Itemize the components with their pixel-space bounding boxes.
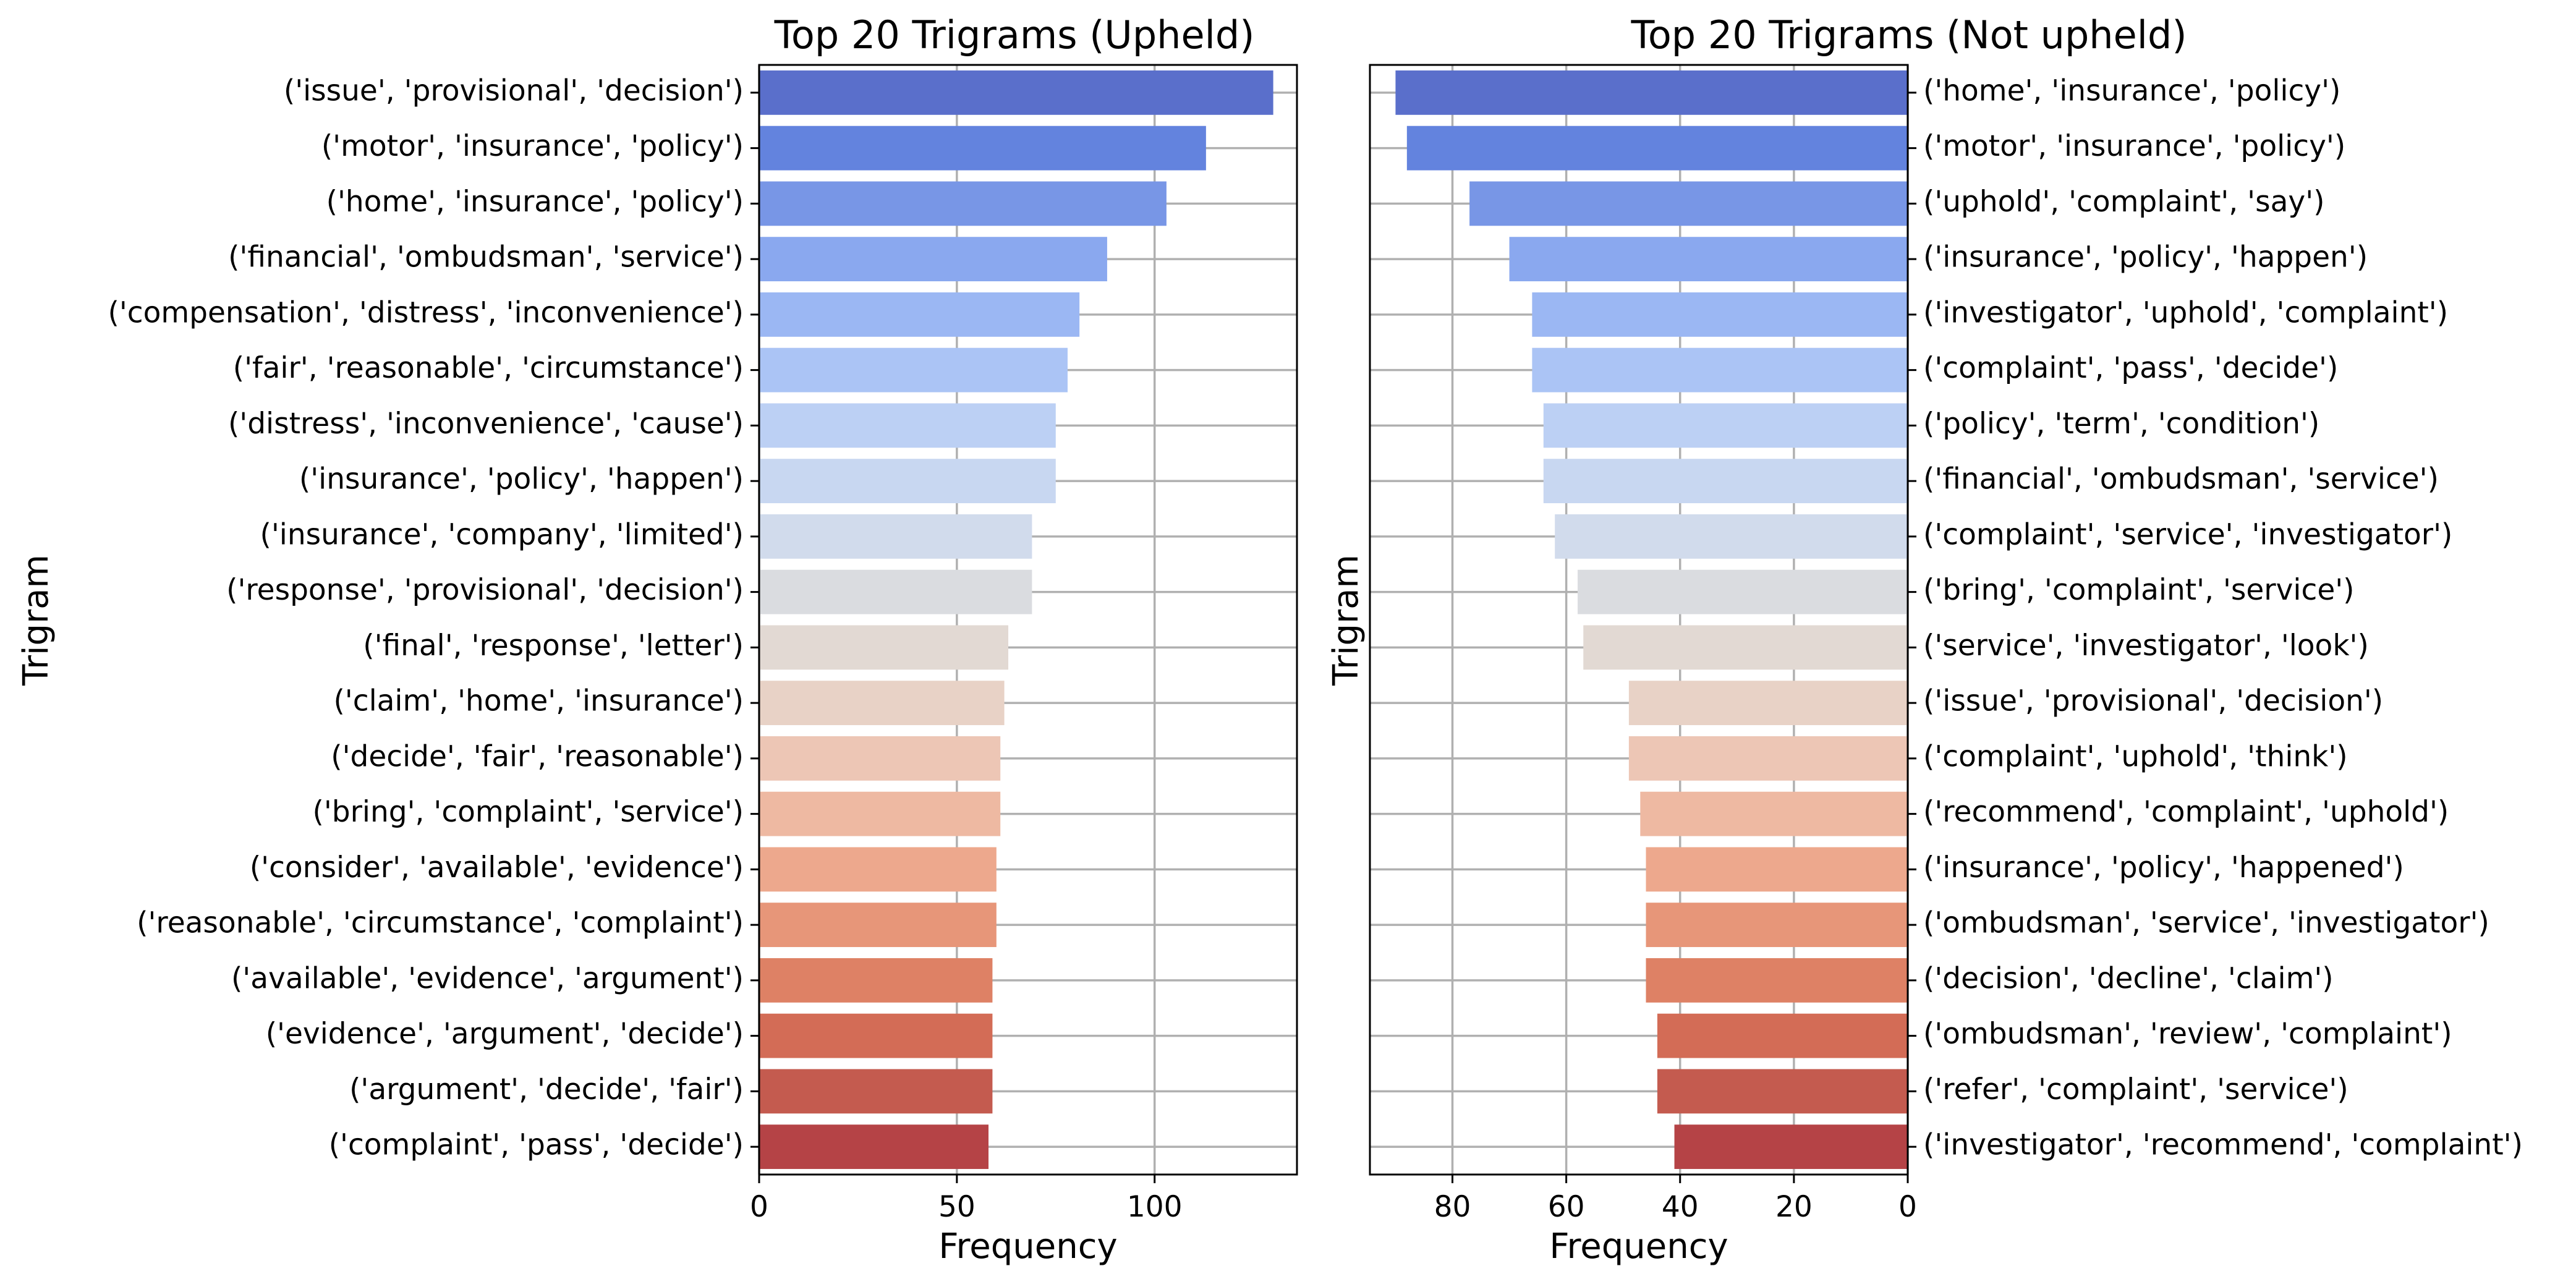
- category-label: ('recommend', 'complaint', 'uphold'): [1923, 795, 2449, 829]
- category-label: ('uphold', 'complaint', 'say'): [1923, 185, 2324, 219]
- category-label: ('consider', 'available', 'evidence'): [250, 851, 744, 885]
- category-label: ('complaint', 'uphold', 'think'): [1923, 739, 2348, 773]
- category-label: ('complaint', 'pass', 'decide'): [329, 1128, 744, 1162]
- category-label: ('argument', 'decide', 'fair'): [349, 1073, 744, 1107]
- category-label: ('compensation', 'distress', 'inconvenie…: [108, 295, 744, 329]
- category-label: ('home', 'insurance', 'policy'): [1923, 74, 2340, 108]
- bar: [759, 125, 1206, 171]
- category-label: ('reasonable', 'circumstance', 'complain…: [137, 906, 744, 940]
- category-label: ('financial', 'ombudsman', 'service'): [228, 240, 744, 274]
- bar: [759, 70, 1273, 115]
- category-label: ('response', 'provisional', 'decision'): [226, 573, 744, 607]
- bar: [1646, 847, 1908, 892]
- bar: [759, 347, 1068, 393]
- bar: [759, 958, 993, 1003]
- y-axis-label: Trigram: [16, 555, 56, 686]
- category-label: ('ombudsman', 'service', 'investigator'): [1923, 906, 2489, 940]
- bar: [759, 403, 1056, 448]
- bar: [1543, 403, 1908, 448]
- category-label: ('claim', 'home', 'insurance'): [333, 684, 744, 718]
- category-label: ('decide', 'fair', 'reasonable'): [331, 739, 744, 773]
- plot-frame: [758, 64, 1298, 1176]
- x-tick-label: 60: [1548, 1190, 1585, 1224]
- category-label: ('insurance', 'company', 'limited'): [260, 517, 744, 551]
- x-tick-label: 100: [1127, 1190, 1183, 1224]
- bar: [759, 1069, 993, 1114]
- category-label: ('motor', 'insurance', 'policy'): [321, 129, 744, 163]
- category-label: ('investigator', 'uphold', 'complaint'): [1923, 295, 2448, 329]
- bar: [1406, 125, 1908, 171]
- category-label: ('bring', 'complaint', 'service'): [1923, 573, 2355, 607]
- bar: [759, 736, 1001, 781]
- bar: [1543, 459, 1908, 504]
- bar: [759, 292, 1080, 337]
- chart-title: Top 20 Trigrams (Not upheld): [1630, 12, 2187, 57]
- category-label: ('bring', 'complaint', 'service'): [313, 795, 744, 829]
- bar: [759, 514, 1032, 559]
- bar: [1509, 237, 1908, 282]
- category-label: ('issue', 'provisional', 'decision'): [1923, 684, 2383, 718]
- category-label: ('complaint', 'pass', 'decide'): [1923, 351, 2338, 385]
- x-tick-label: 80: [1434, 1190, 1471, 1224]
- category-label: ('insurance', 'policy', 'happened'): [1923, 851, 2404, 885]
- category-label: ('motor', 'insurance', 'policy'): [1923, 129, 2345, 163]
- x-tick-label: 0: [1898, 1190, 1917, 1224]
- bar: [1555, 514, 1908, 559]
- bar: [759, 237, 1107, 282]
- category-label: ('insurance', 'policy', 'happen'): [299, 462, 744, 496]
- category-label: ('evidence', 'argument', 'decide'): [266, 1017, 744, 1051]
- bar: [759, 791, 1001, 836]
- category-label: ('service', 'investigator', 'look'): [1923, 629, 2369, 663]
- plot-frame: [1369, 64, 1909, 1176]
- bar: [759, 625, 1009, 670]
- bar: [1674, 1124, 1908, 1170]
- x-tick-label: 20: [1775, 1190, 1813, 1224]
- bar: [1469, 181, 1908, 226]
- category-label: ('investigator', 'recommend', 'complaint…: [1923, 1128, 2523, 1162]
- bar: [759, 847, 997, 892]
- bar: [1628, 736, 1908, 781]
- chart-title: Top 20 Trigrams (Upheld): [774, 12, 1255, 57]
- x-tick-label: 0: [750, 1190, 768, 1224]
- category-label: ('fair', 'reasonable', 'circumstance'): [233, 351, 744, 385]
- category-label: ('refer', 'complaint', 'service'): [1923, 1073, 2349, 1107]
- chart-not-upheld: Top 20 Trigrams (Not upheld) ('home', 'i…: [1326, 12, 2523, 1267]
- category-label: ('financial', 'ombudsman', 'service'): [1923, 462, 2439, 496]
- category-label: ('home', 'insurance', 'policy'): [326, 185, 744, 219]
- x-axis-label: Frequency: [1549, 1226, 1728, 1267]
- category-label: ('available', 'evidence', 'argument'): [231, 961, 744, 995]
- bar: [1532, 292, 1908, 337]
- bar: [759, 681, 1005, 726]
- bar: [759, 181, 1167, 226]
- bar: [1628, 681, 1908, 726]
- category-label: ('ombudsman', 'review', 'complaint'): [1923, 1017, 2452, 1051]
- bar: [1646, 903, 1908, 948]
- category-label: ('insurance', 'policy', 'happen'): [1923, 240, 2368, 274]
- category-label: ('policy', 'term', 'condition'): [1923, 407, 2319, 441]
- bar: [1395, 70, 1908, 115]
- category-label: ('complaint', 'service', 'investigator'): [1923, 517, 2452, 551]
- bar: [1640, 791, 1908, 836]
- x-tick-label: 50: [938, 1190, 976, 1224]
- bar: [759, 903, 997, 948]
- bar: [1646, 958, 1908, 1003]
- bar: [759, 459, 1056, 504]
- bar: [759, 1013, 993, 1058]
- category-label: ('decision', 'decline', 'claim'): [1923, 961, 2334, 995]
- x-axis-label: Frequency: [938, 1226, 1117, 1267]
- bar: [1532, 347, 1908, 393]
- category-label: ('final', 'response', 'letter'): [363, 629, 744, 663]
- x-tick-label: 40: [1662, 1190, 1699, 1224]
- chart-upheld: Top 20 Trigrams (Upheld) ('issue', 'prov…: [16, 12, 1298, 1267]
- bar: [759, 569, 1032, 614]
- category-label: ('issue', 'provisional', 'decision'): [284, 74, 744, 108]
- category-label: ('distress', 'inconvenience', 'cause'): [228, 407, 744, 441]
- bar: [1657, 1013, 1908, 1058]
- bar: [1583, 625, 1908, 670]
- bar: [1578, 569, 1908, 614]
- bar: [1657, 1069, 1908, 1114]
- bar: [759, 1124, 989, 1170]
- y-axis-label: Trigram: [1326, 555, 1366, 686]
